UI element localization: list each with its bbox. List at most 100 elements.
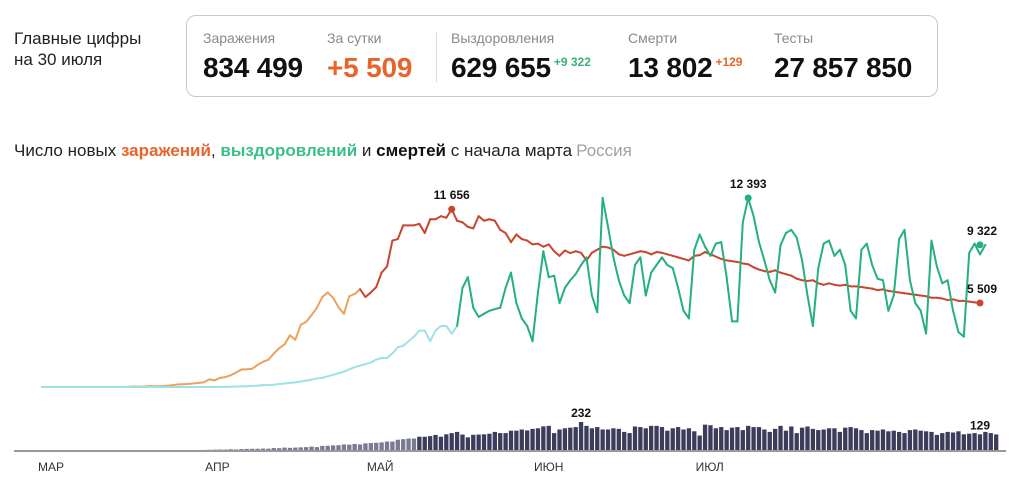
recoveries-line-segment (520, 317, 529, 327)
infections-line-segment (283, 334, 291, 346)
stat-per-day-label: За сутки (327, 30, 382, 46)
chart: МАР АПР МАЙ ИЮН ИЮЛ 11 656 12 393 9 322 5 509 232… (14, 177, 1006, 474)
deaths-bar (438, 436, 444, 450)
recoveries-line-segment (483, 309, 491, 315)
recoveries-line-segment (623, 294, 631, 305)
deaths-bar (940, 433, 945, 450)
deaths-bar (654, 425, 659, 450)
stat-per-day-value: +5 509 (327, 52, 413, 83)
recoveries-line-segment (477, 312, 486, 318)
recoveries-line-segment (968, 242, 976, 254)
deaths-bar (341, 444, 347, 450)
stats-divider (436, 32, 437, 82)
stat-infections-value: 834 499 (203, 52, 303, 83)
deaths-bar (454, 431, 460, 450)
recoveries-line-segment (763, 259, 771, 282)
deaths-bar (891, 430, 896, 450)
deaths-bar (994, 434, 999, 450)
deaths-bar (853, 428, 859, 450)
region-selector[interactable]: Россия (576, 141, 632, 160)
stat-recoveries-value: 629 655 (451, 52, 551, 83)
deaths-bar (530, 428, 535, 450)
deaths-bar (880, 429, 886, 450)
deaths-bar (503, 433, 508, 450)
recoveries-line-segment (844, 264, 852, 312)
deaths-bar (783, 430, 789, 450)
recoveries-line-segment (871, 264, 879, 280)
deaths-bar (427, 436, 433, 450)
infections-line-segment (202, 378, 211, 384)
infections-line-segment (396, 224, 405, 241)
deaths-bar (767, 431, 772, 450)
deaths-bar (573, 427, 578, 450)
deaths-bar (309, 446, 314, 450)
recoveries-line-segment (693, 233, 701, 251)
deaths-bar (972, 433, 977, 450)
infections-line-segment (235, 368, 243, 374)
deaths-bar (929, 431, 934, 450)
recoveries-line-segment (828, 239, 836, 257)
stat-deaths-value: 13 802 (628, 52, 713, 83)
deaths-bar (546, 425, 551, 450)
recoveries-line-segment (736, 221, 744, 323)
deaths-bar (772, 428, 778, 450)
deaths-bar (293, 447, 298, 450)
deaths-bar (945, 431, 950, 450)
heading-part1: Число новых (14, 141, 121, 160)
deaths-bar (708, 425, 713, 450)
deaths-bar (465, 437, 471, 450)
recoveries-line-segment (504, 271, 512, 289)
recoveries-line-segment (386, 352, 394, 360)
recoveries-line-segment (919, 309, 928, 335)
deaths-bar (239, 449, 244, 450)
recoveries-line-segment (590, 294, 599, 314)
deaths-bar (401, 439, 406, 450)
recoveries-line-segment (806, 294, 814, 327)
deaths-bar (578, 422, 584, 450)
heading-part2: с начала марта (446, 141, 573, 160)
deaths-bar (557, 429, 562, 450)
deaths-bar (632, 426, 638, 450)
deaths-bar (605, 429, 611, 450)
recoveries-line-segment (908, 279, 917, 305)
recoveries-line-segment (833, 248, 841, 257)
infections-line-segment (353, 288, 362, 295)
infections-line-segment (747, 263, 755, 269)
recoveries-line-segment (666, 264, 674, 270)
infections-line-segment (315, 296, 324, 309)
infections-line-segment (510, 233, 518, 244)
deaths-bar (875, 430, 880, 450)
deaths-bar (379, 442, 384, 450)
infections-line-segment (364, 291, 372, 299)
infections-line-segment (698, 251, 707, 257)
recoveries-line-segment (887, 294, 895, 312)
recoveries-line-segment (472, 306, 480, 318)
recoveries-line-segment (429, 329, 437, 343)
deaths-bar (568, 427, 573, 450)
infections-line-segment (499, 228, 507, 234)
infections-line-segment (380, 265, 389, 274)
deaths-bar (918, 430, 923, 450)
deaths-bar (600, 429, 605, 450)
deaths-bar (799, 427, 805, 450)
infections-line-segment (278, 343, 286, 350)
recoveries-line-segment (612, 256, 620, 282)
recoveries-line-segment (892, 238, 901, 297)
deaths-bar (762, 429, 767, 450)
deaths-bar (282, 447, 287, 450)
deaths-bar (433, 434, 438, 450)
recoveries-line-segment (510, 271, 518, 305)
deaths-bar (649, 425, 654, 450)
deaths-bar (675, 427, 681, 450)
recoveries-line-segment (801, 259, 809, 297)
deaths-bar (848, 427, 853, 450)
recoveries-line-segment (698, 233, 707, 248)
infections-line-segment (423, 218, 432, 234)
infections-line-segment (272, 347, 281, 355)
recoveries-line-segment (563, 279, 572, 289)
recoveries-line-segment (704, 245, 712, 257)
deaths-bar (325, 445, 330, 450)
infections-line-segment (229, 371, 238, 377)
deaths-bar (374, 442, 379, 450)
deaths-bar (794, 433, 799, 450)
